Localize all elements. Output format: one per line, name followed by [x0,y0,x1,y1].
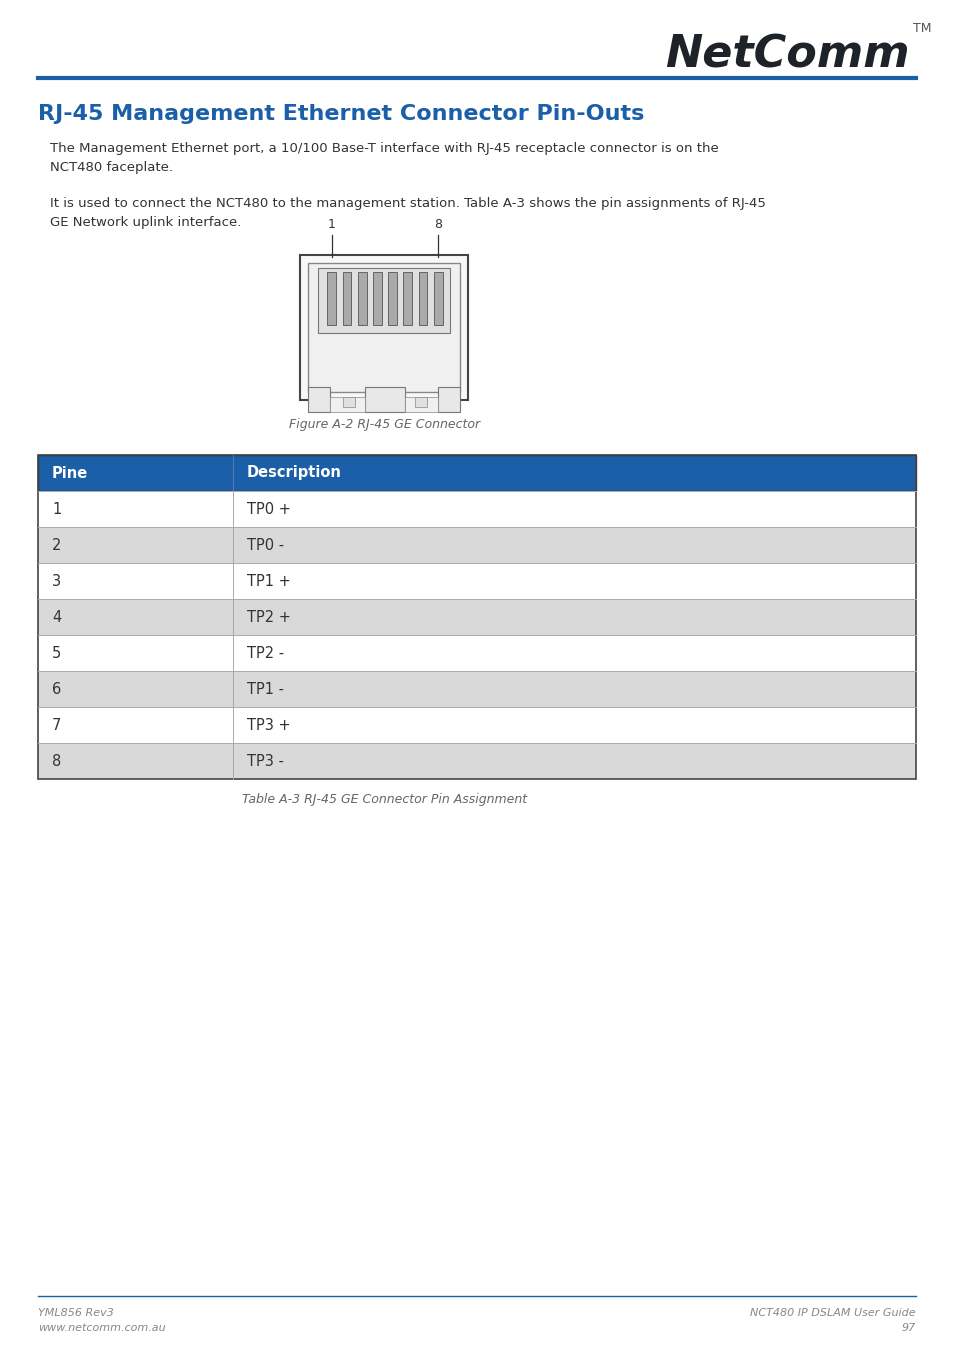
Text: TP0 -: TP0 - [247,537,284,552]
Text: TP1 +: TP1 + [247,574,291,589]
Bar [418,271,427,325]
Text: It is used to connect the NCT480 to the management station. Table A-3 shows the : It is used to connect the NCT480 to the … [50,197,765,230]
Text: TP1 -: TP1 - [247,682,284,697]
Text: TP0 +: TP0 + [247,501,291,517]
Bar [403,271,412,325]
Bar [38,491,915,526]
Bar [437,387,459,412]
Bar [388,271,396,325]
Text: Pine: Pine [52,466,89,481]
Text: TP2 +: TP2 + [247,609,291,625]
Text: TP3 +: TP3 + [247,717,291,733]
Bar [38,455,915,491]
Text: 6: 6 [52,682,61,697]
Bar [327,271,335,325]
Text: RJ-45 Management Ethernet Connector Pin-Outs: RJ-45 Management Ethernet Connector Pin-… [38,104,643,124]
Text: www.netcomm.com.au: www.netcomm.com.au [38,1323,166,1332]
Bar [38,743,915,779]
Text: 97: 97 [901,1323,915,1332]
Text: 8: 8 [52,753,61,768]
Bar [343,397,355,406]
Text: YML856 Rev3: YML856 Rev3 [38,1308,113,1318]
Text: NetComm: NetComm [664,34,909,77]
Bar [38,455,915,779]
Bar [434,271,442,325]
Bar [38,634,915,671]
Bar [38,526,915,563]
Bar [373,271,381,325]
Text: 7: 7 [52,717,61,733]
Bar [308,263,459,392]
Text: Description: Description [247,466,341,481]
Bar [317,269,450,333]
Text: NCT480 IP DSLAM User Guide: NCT480 IP DSLAM User Guide [750,1308,915,1318]
Text: 8: 8 [434,217,442,231]
Text: Table A-3 RJ-45 GE Connector Pin Assignment: Table A-3 RJ-45 GE Connector Pin Assignm… [242,792,527,806]
Bar [38,707,915,742]
Text: 2: 2 [52,537,61,552]
Text: 1: 1 [52,501,61,517]
Text: 4: 4 [52,609,61,625]
Text: TM: TM [912,22,930,35]
Bar [405,397,437,412]
Text: 5: 5 [52,645,61,660]
Text: Figure A-2 RJ-45 GE Connector: Figure A-2 RJ-45 GE Connector [289,418,480,431]
Bar [38,563,915,599]
Text: TP2 -: TP2 - [247,645,284,660]
Bar [357,271,366,325]
Text: The Management Ethernet port, a 10/100 Base-T interface with RJ-45 receptacle co: The Management Ethernet port, a 10/100 B… [50,142,718,174]
Text: TP3 -: TP3 - [247,753,284,768]
Bar [38,671,915,707]
Text: 1: 1 [328,217,335,231]
Bar [330,397,365,412]
Bar [415,397,427,406]
Bar [299,255,468,400]
Bar [308,387,330,412]
Bar [365,387,405,412]
Bar [342,271,351,325]
Text: 3: 3 [52,574,61,589]
Bar [38,599,915,634]
